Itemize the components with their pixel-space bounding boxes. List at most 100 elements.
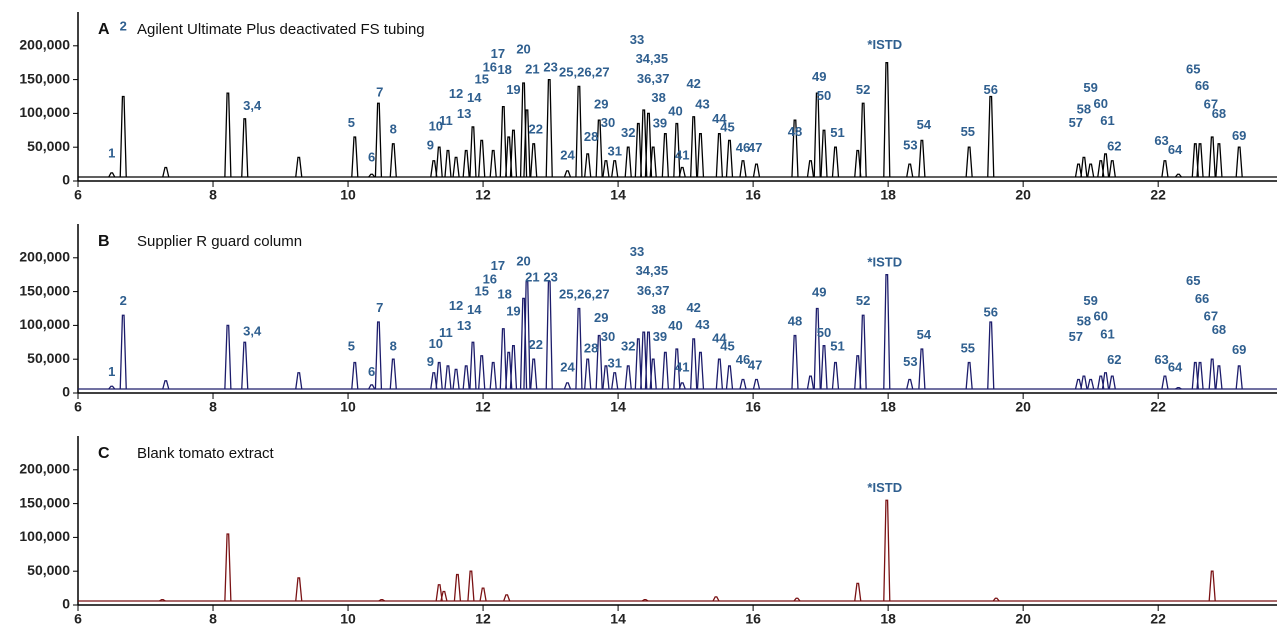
peak bbox=[644, 112, 653, 178]
peak bbox=[739, 160, 747, 178]
peak bbox=[624, 146, 632, 178]
peak bbox=[831, 146, 840, 178]
peak-label: 53 bbox=[903, 354, 917, 369]
y-tick-label: 150,000 bbox=[19, 282, 70, 298]
peak-label: 36,37 bbox=[637, 283, 670, 298]
peak-label: 43 bbox=[695, 97, 709, 112]
peak bbox=[368, 384, 376, 390]
y-tick-label: 50,000 bbox=[27, 138, 70, 154]
peak bbox=[883, 274, 891, 390]
peak bbox=[1108, 375, 1116, 390]
peak bbox=[159, 598, 166, 602]
peak-label: 47 bbox=[748, 357, 762, 372]
x-tick-label: 8 bbox=[209, 611, 217, 627]
peak-label: 51 bbox=[830, 125, 844, 140]
x-tick-label: 18 bbox=[880, 187, 896, 203]
peak-label: 2 bbox=[120, 18, 127, 33]
peak-label: 57 bbox=[1069, 115, 1083, 130]
peak bbox=[503, 594, 511, 602]
peak bbox=[918, 139, 926, 178]
peak bbox=[462, 365, 470, 390]
x-tick-label: 14 bbox=[610, 187, 626, 203]
peak-label: 41 bbox=[675, 359, 689, 374]
peak-label: 31 bbox=[607, 355, 621, 370]
peak-label: 46 bbox=[736, 352, 750, 367]
peak bbox=[690, 338, 698, 390]
peak bbox=[1087, 163, 1095, 178]
peak-label: 28 bbox=[584, 340, 598, 355]
peak-label: 11 bbox=[439, 325, 453, 340]
x-tick-label: 22 bbox=[1150, 399, 1166, 415]
peak-label: 45 bbox=[720, 120, 734, 135]
peak-label: 61 bbox=[1100, 113, 1114, 128]
peak-label: 56 bbox=[984, 305, 998, 320]
y-tick-label: 0 bbox=[62, 172, 70, 188]
peak-label: 25,26,27 bbox=[559, 64, 610, 79]
peak bbox=[854, 355, 862, 390]
peak-label: 42 bbox=[686, 300, 700, 315]
peak bbox=[1208, 136, 1216, 178]
peak bbox=[752, 378, 761, 390]
peak-label: 3,4 bbox=[243, 98, 262, 113]
peak bbox=[644, 331, 653, 390]
peak bbox=[523, 109, 531, 178]
peak bbox=[678, 382, 686, 390]
peak bbox=[752, 163, 761, 178]
peak-label: 17 bbox=[491, 46, 505, 61]
y-tick-label: 150,000 bbox=[19, 70, 70, 86]
peak-label: 1 bbox=[108, 145, 115, 160]
x-tick-label: 10 bbox=[340, 187, 356, 203]
peak-label: 30 bbox=[601, 115, 615, 130]
peak-label: 28 bbox=[584, 129, 598, 144]
peak-label: 16 bbox=[483, 272, 497, 287]
peak-label: *ISTD bbox=[867, 37, 902, 52]
peak-label: 21 bbox=[525, 270, 539, 285]
peak bbox=[584, 153, 592, 178]
peak-label: 24 bbox=[560, 359, 575, 374]
x-tick-label: 12 bbox=[475, 399, 491, 415]
peak bbox=[987, 321, 995, 390]
x-tick-label: 20 bbox=[1015, 611, 1031, 627]
peak-label: 12 bbox=[449, 86, 463, 101]
peak-label: 15 bbox=[474, 284, 488, 299]
peak-label: 12 bbox=[449, 298, 463, 313]
x-tick-label: 14 bbox=[610, 399, 626, 415]
peak bbox=[673, 122, 681, 178]
peak bbox=[241, 341, 249, 390]
peak bbox=[489, 361, 497, 390]
peak bbox=[611, 372, 619, 390]
peak bbox=[545, 280, 553, 390]
peak bbox=[530, 143, 538, 178]
peak bbox=[241, 118, 249, 178]
peak-label: 49 bbox=[812, 284, 826, 299]
panel-letter: C bbox=[98, 445, 110, 462]
peak bbox=[430, 160, 438, 178]
peak-label: 63 bbox=[1154, 133, 1168, 148]
peak-label: 16 bbox=[483, 60, 497, 75]
x-tick-label: 22 bbox=[1150, 187, 1166, 203]
peak bbox=[1087, 378, 1095, 390]
peak bbox=[224, 92, 232, 178]
peak bbox=[1235, 146, 1243, 178]
peak bbox=[224, 324, 232, 390]
peak bbox=[611, 160, 619, 178]
peak-label: 38 bbox=[651, 90, 665, 105]
peak bbox=[725, 139, 734, 178]
peak bbox=[1174, 173, 1182, 178]
peak-label: 29 bbox=[594, 310, 608, 325]
peak bbox=[883, 499, 891, 602]
peak bbox=[641, 598, 649, 602]
peak bbox=[1074, 378, 1083, 390]
y-tick-label: 200,000 bbox=[19, 37, 70, 53]
peak-label: 58 bbox=[1077, 101, 1091, 116]
x-tick-label: 6 bbox=[74, 611, 82, 627]
peak-label: *ISTD bbox=[867, 255, 902, 270]
peak bbox=[992, 597, 1000, 602]
peak bbox=[831, 361, 840, 390]
peak bbox=[1074, 163, 1083, 178]
peak bbox=[673, 348, 681, 390]
peak-label: 11 bbox=[439, 113, 453, 128]
peak bbox=[295, 156, 303, 178]
peak bbox=[813, 92, 821, 178]
peak bbox=[1196, 361, 1204, 390]
